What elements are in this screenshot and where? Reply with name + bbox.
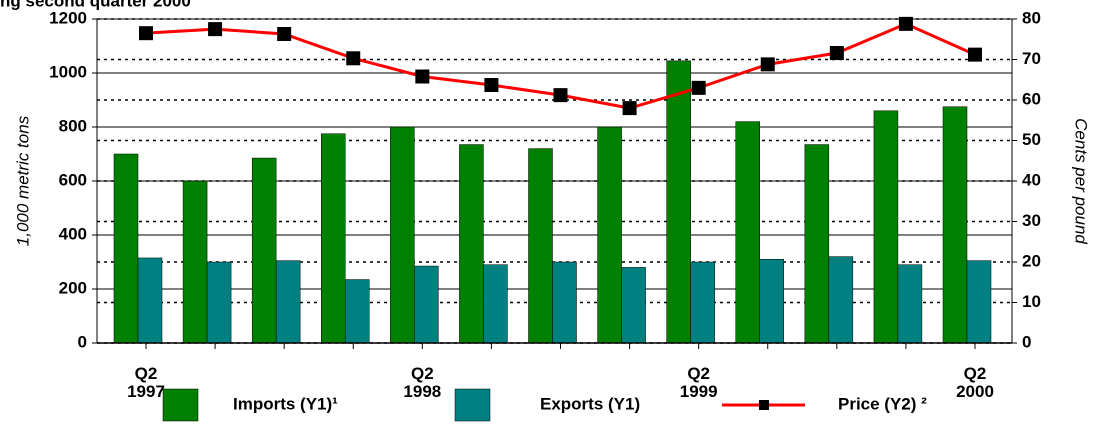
bar <box>483 264 508 344</box>
price-marker <box>553 88 568 103</box>
bar <box>966 260 992 344</box>
x-tick-label: Q2 1999 <box>679 364 718 401</box>
y2-tick-label: 20 <box>1022 251 1041 270</box>
legend-label: Exports (Y1) <box>540 394 640 413</box>
bar <box>137 257 163 344</box>
price-marker <box>277 26 292 41</box>
price-marker <box>139 26 153 41</box>
bar <box>552 261 577 344</box>
chart-title: ng second quarter 2000 <box>0 0 191 10</box>
bar <box>621 267 646 344</box>
x-tick-label: Q2 1998 <box>403 364 442 401</box>
y-tick-label: 0 <box>78 332 87 351</box>
y2-tick-label: 40 <box>1022 170 1041 189</box>
y2-tick-label: 30 <box>1022 211 1041 230</box>
legend-label: Imports (Y1)¹ <box>233 394 338 413</box>
price-marker <box>208 22 223 37</box>
bar <box>942 106 968 344</box>
x-tick-label: Q2 1997 <box>127 364 165 401</box>
bar <box>251 157 277 344</box>
y2-tick-label: 50 <box>1022 130 1041 149</box>
bar <box>206 261 232 344</box>
y2-tick-label: 70 <box>1022 49 1041 68</box>
price-marker <box>898 16 913 31</box>
y-tick-label: 600 <box>59 170 87 189</box>
legend-marker <box>759 400 769 410</box>
bar <box>113 153 139 344</box>
x-tick-label: Q2 2000 <box>956 364 994 401</box>
price-marker <box>760 57 775 72</box>
y-tick-label: 400 <box>59 224 87 243</box>
price-marker <box>415 69 430 84</box>
y-axis-label: 1,000 metric tons <box>13 115 32 246</box>
bar <box>828 256 854 344</box>
bar <box>321 133 346 344</box>
y-tick-label: 200 <box>59 278 87 297</box>
bar <box>275 260 301 344</box>
bar <box>182 180 208 344</box>
y2-tick-label: 80 <box>1022 8 1041 27</box>
price-marker <box>691 80 706 95</box>
legend-swatch <box>162 388 199 422</box>
bar <box>597 126 622 344</box>
price-marker <box>622 101 637 116</box>
price-marker <box>346 51 361 66</box>
bar <box>459 144 484 344</box>
bar <box>804 144 830 344</box>
bar <box>690 261 715 344</box>
bar <box>345 279 370 344</box>
y2-tick-label: 0 <box>1022 332 1031 351</box>
price-marker <box>484 78 499 93</box>
bar <box>528 148 553 344</box>
y2-tick-label: 60 <box>1022 89 1041 108</box>
y-tick-label: 800 <box>59 116 87 135</box>
bar <box>897 264 923 344</box>
y-tick-label: 1000 <box>49 62 87 81</box>
y2-axis-label: Cents per pound <box>1072 118 1091 244</box>
legend-swatch <box>454 388 491 422</box>
bar <box>414 265 439 344</box>
legend-label: Price (Y2) ² <box>838 394 927 413</box>
y2-tick-label: 10 <box>1022 292 1041 311</box>
price-marker <box>829 46 844 61</box>
price-marker <box>968 47 982 62</box>
bar <box>390 126 415 344</box>
y-tick-label: 1200 <box>49 8 87 27</box>
bar <box>759 259 784 344</box>
bar <box>735 121 760 344</box>
bar <box>666 60 691 344</box>
bar <box>873 110 899 344</box>
